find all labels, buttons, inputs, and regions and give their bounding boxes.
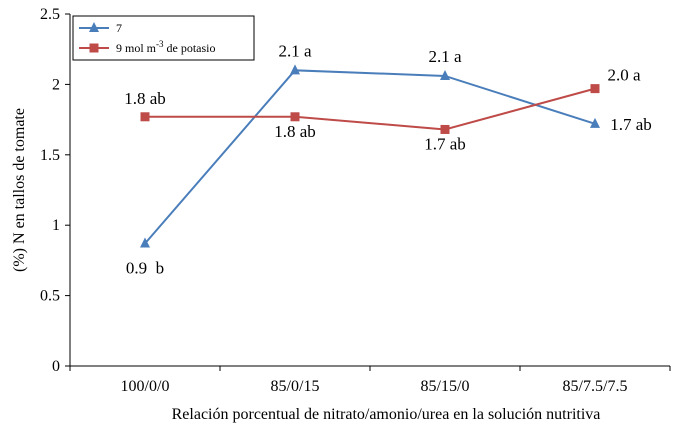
legend-label-part: de potasio (164, 41, 216, 55)
data-label: 2.1 a (428, 47, 462, 66)
series-1-point (290, 64, 300, 75)
series-1-point (440, 69, 450, 80)
data-label: 1.8 ab (274, 122, 316, 141)
series-2-point (440, 124, 450, 134)
y-tick-label: 2.5 (40, 6, 60, 23)
series-2-point (290, 112, 300, 122)
data-label: 2.0 a (607, 66, 641, 85)
x-tick-label: 85/7.5/7.5 (563, 378, 628, 395)
y-tick-label: 0.5 (40, 288, 60, 305)
y-tick-label: 1.5 (40, 147, 60, 164)
x-tick-label: 85/15/0 (421, 378, 470, 395)
legend-label: 9 mol m-3 de potasio (116, 39, 216, 55)
y-tick-label: 0 (52, 358, 60, 375)
series-1-point (140, 237, 150, 248)
data-label: 1.7 ab (424, 134, 466, 153)
y-tick-label: 1 (52, 217, 60, 234)
y-axis-title: (%) N en tallos de tomate (11, 108, 28, 272)
data-label: 1.8 ab (124, 89, 166, 108)
data-label: 2.1 a (278, 41, 312, 60)
series-line-2 (145, 87, 596, 131)
series-1-point (590, 117, 600, 128)
legend-box (72, 15, 255, 61)
series-2-point (140, 112, 150, 122)
data-labels: 0.9 b 2.1 a 2.1 a 1.7 ab 1.8 ab 1.8 ab 1.7 ab 2… (124, 41, 652, 277)
y-tick-label: 2 (52, 76, 60, 93)
legend-label-part: 9 mol m (116, 41, 157, 55)
series-line-1 (144, 69, 596, 245)
data-label: 1.7 ab (610, 115, 652, 134)
legend-marker (89, 22, 99, 32)
x-tick-label: 100/0/0 (121, 378, 170, 395)
x-tick-label: 85/0/15 (271, 378, 320, 395)
series-layer (140, 64, 600, 248)
axes: 0 0.5 1 1.5 2 2.5 100/0/0 85/0/15 85/15/0 85/7.5/… (11, 6, 671, 423)
legend: 7 9 mol m-3 de potasio (72, 15, 255, 61)
legend-label: 7 (116, 21, 122, 35)
legend-label-superscript: -3 (156, 39, 164, 49)
x-axis-title: Relación porcentual de nitrato/amonio/ur… (172, 406, 601, 423)
data-label: 0.9 b (126, 259, 164, 278)
series-2-point (590, 84, 600, 94)
legend-marker (89, 43, 99, 53)
